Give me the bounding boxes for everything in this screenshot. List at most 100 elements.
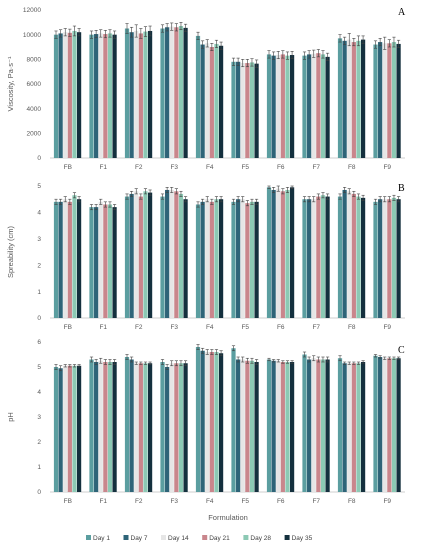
- bar-f5-day-28: [249, 62, 255, 158]
- x-tick-label: F2: [135, 164, 143, 171]
- bar-f6-day-1: [266, 359, 272, 492]
- bar-f1-day-21: [103, 204, 108, 318]
- bar-f1-day-28: [107, 33, 113, 158]
- bar-fb-day-28: [72, 195, 77, 318]
- legend-label: Day 14: [168, 535, 189, 542]
- x-tick-label: F9: [383, 164, 391, 171]
- y-tick-label: 10000: [23, 32, 41, 39]
- bar-f6-day-21: [280, 191, 285, 318]
- bar-f9-day-1: [373, 44, 378, 158]
- bar-fb-day-21: [67, 32, 72, 158]
- x-axis-title: Formulation: [208, 513, 248, 522]
- x-tick-label: F1: [99, 324, 107, 331]
- bar-f8-day-1: [337, 38, 343, 158]
- bar-f4-day-35: [218, 199, 224, 318]
- bar-f7-day-1: [302, 55, 307, 159]
- bar-f3-day-28: [178, 193, 184, 318]
- bar-f1-day-1: [89, 359, 94, 492]
- x-tick-label: F8: [348, 164, 356, 171]
- legend-swatch-day-7: [123, 535, 129, 540]
- legend-label: Day 1: [93, 535, 110, 542]
- bar-f7-day-1: [302, 199, 307, 318]
- bar-f4-day-28: [214, 43, 219, 158]
- y-tick-label: 0: [37, 315, 41, 322]
- bar-f5-day-21: [245, 203, 250, 318]
- bar-f3-day-35: [183, 363, 188, 492]
- y-tick-label: 5: [37, 364, 41, 371]
- bar-f2-day-14: [134, 30, 139, 158]
- bar-f1-day-14: [98, 201, 103, 318]
- bar-f8-day-7: [342, 363, 347, 492]
- bar-f3-day-1: [160, 28, 165, 158]
- y-tick-label: 12000: [23, 7, 41, 14]
- bar-f2-day-1: [124, 357, 130, 492]
- bar-f3-day-14: [169, 26, 174, 159]
- bar-f9-day-14: [382, 199, 387, 318]
- bar-f5-day-35: [254, 362, 259, 492]
- bar-f4-day-7: [200, 44, 205, 158]
- bar-f6-day-14: [276, 55, 281, 159]
- bar-f8-day-35: [360, 39, 366, 158]
- bar-f5-day-14: [240, 63, 245, 158]
- bar-f9-day-7: [378, 357, 383, 492]
- x-tick-label: F5: [241, 498, 249, 505]
- bar-f8-day-21: [351, 42, 356, 158]
- bar-f5-day-35: [254, 201, 259, 318]
- y-tick-label: 6: [37, 339, 41, 346]
- y-tick-label: 1: [37, 464, 41, 471]
- bar-f6-day-1: [266, 187, 272, 318]
- panel-letter: C: [398, 345, 405, 356]
- bar-f1-day-28: [107, 204, 113, 318]
- bar-f3-day-28: [178, 363, 184, 492]
- bar-f6-day-28: [285, 55, 290, 159]
- bar-f8-day-14: [347, 39, 352, 158]
- bar-fb-day-7: [58, 33, 63, 158]
- bar-f2-day-35: [147, 30, 153, 158]
- y-tick-label: 3: [37, 236, 41, 243]
- bar-fb-day-21: [67, 365, 72, 492]
- y-tick-label: 5: [37, 183, 41, 190]
- bar-f8-day-7: [342, 40, 347, 159]
- y-tick-label: 1: [37, 289, 41, 296]
- bar-f6-day-1: [266, 54, 272, 158]
- bar-f9-day-21: [387, 43, 392, 158]
- bar-fb-day-14: [63, 199, 68, 318]
- bar-f4-day-21: [209, 201, 214, 318]
- bar-f4-day-1: [195, 347, 201, 492]
- bar-f4-day-7: [200, 350, 205, 492]
- bar-f7-day-7: [307, 54, 312, 158]
- bar-f9-day-14: [382, 43, 387, 158]
- bar-f2-day-7: [129, 193, 134, 318]
- bar-f4-day-14: [205, 43, 210, 158]
- bar-f1-day-21: [103, 34, 108, 158]
- bar-f5-day-7: [236, 199, 241, 318]
- bar-f6-day-35: [289, 55, 295, 159]
- bar-f2-day-14: [134, 191, 139, 318]
- bar-fb-day-14: [63, 365, 68, 492]
- bar-f9-day-7: [378, 199, 383, 318]
- x-tick-label: FB: [64, 498, 72, 505]
- bar-f2-day-28: [143, 363, 148, 492]
- bar-f4-day-7: [200, 201, 205, 318]
- bar-fb-day-14: [63, 32, 68, 159]
- legend-label: Day 7: [131, 535, 148, 542]
- bar-f9-day-14: [382, 358, 387, 492]
- y-tick-label: 4: [37, 389, 41, 396]
- bar-f5-day-21: [245, 360, 250, 492]
- y-tick-label: 8000: [27, 57, 42, 64]
- bar-f8-day-7: [342, 189, 347, 318]
- y-tick-label: 3: [37, 414, 41, 421]
- bar-fb-day-35: [76, 199, 82, 318]
- x-tick-label: F7: [312, 324, 320, 331]
- y-tick-label: 4: [37, 210, 41, 217]
- bar-f3-day-21: [174, 191, 179, 318]
- x-tick-label: F7: [312, 164, 320, 171]
- y-tick-label: 2: [37, 262, 41, 269]
- bar-f9-day-1: [373, 355, 378, 492]
- x-tick-label: FB: [64, 164, 72, 171]
- x-tick-label: F6: [277, 498, 285, 505]
- legend-label: Day 21: [209, 535, 230, 542]
- bar-f1-day-14: [98, 33, 103, 158]
- bar-f6-day-7: [271, 55, 276, 159]
